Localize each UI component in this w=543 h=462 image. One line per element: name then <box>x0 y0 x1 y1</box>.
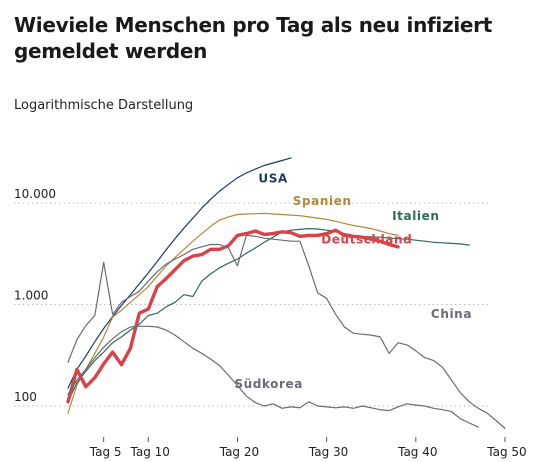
series-line-usa <box>67 157 292 389</box>
series-label-usa: USA <box>258 171 288 185</box>
y-tick-label: 1.000 <box>14 289 48 303</box>
chart-title: Wieviele Menschen pro Tag als neu infizi… <box>14 13 492 63</box>
series-line-italien <box>67 228 470 403</box>
series-line-china <box>67 234 506 430</box>
series-label-spanien: Spanien <box>293 194 352 208</box>
y-tick-label: 10.000 <box>14 187 56 201</box>
x-tick-label: Tag 40 <box>397 445 437 459</box>
label-layer: USA Spanien Italien Deutschland China Südkore… <box>234 171 472 391</box>
series-line-spanien <box>67 212 399 414</box>
x-tick-label: Tag 10 <box>130 445 170 459</box>
series-line-deutschland <box>66 228 400 404</box>
chart-subtitle: Logarithmische Darstellung <box>14 98 194 113</box>
y-tick-label: 100 <box>14 390 37 404</box>
x-tick-label: Tag 5 <box>89 445 122 459</box>
x-tick-label: Tag 50 <box>486 445 526 459</box>
series-label-italien: Italien <box>392 209 439 223</box>
grid-layer <box>14 202 490 407</box>
axis-layer: 100 1.000 10.000 Tag 5 Tag 10 Tag 20 Tag 30 Tag… <box>14 187 527 459</box>
series-label-deutschland: Deutschland <box>321 232 412 246</box>
series-label-china: China <box>431 307 472 321</box>
series-line-suedkorea <box>67 325 479 428</box>
series-label-suedkorea: Südkorea <box>234 377 303 391</box>
x-tick-label: Tag 30 <box>308 445 348 459</box>
x-tick-label: Tag 20 <box>219 445 259 459</box>
series-layer <box>66 157 506 430</box>
